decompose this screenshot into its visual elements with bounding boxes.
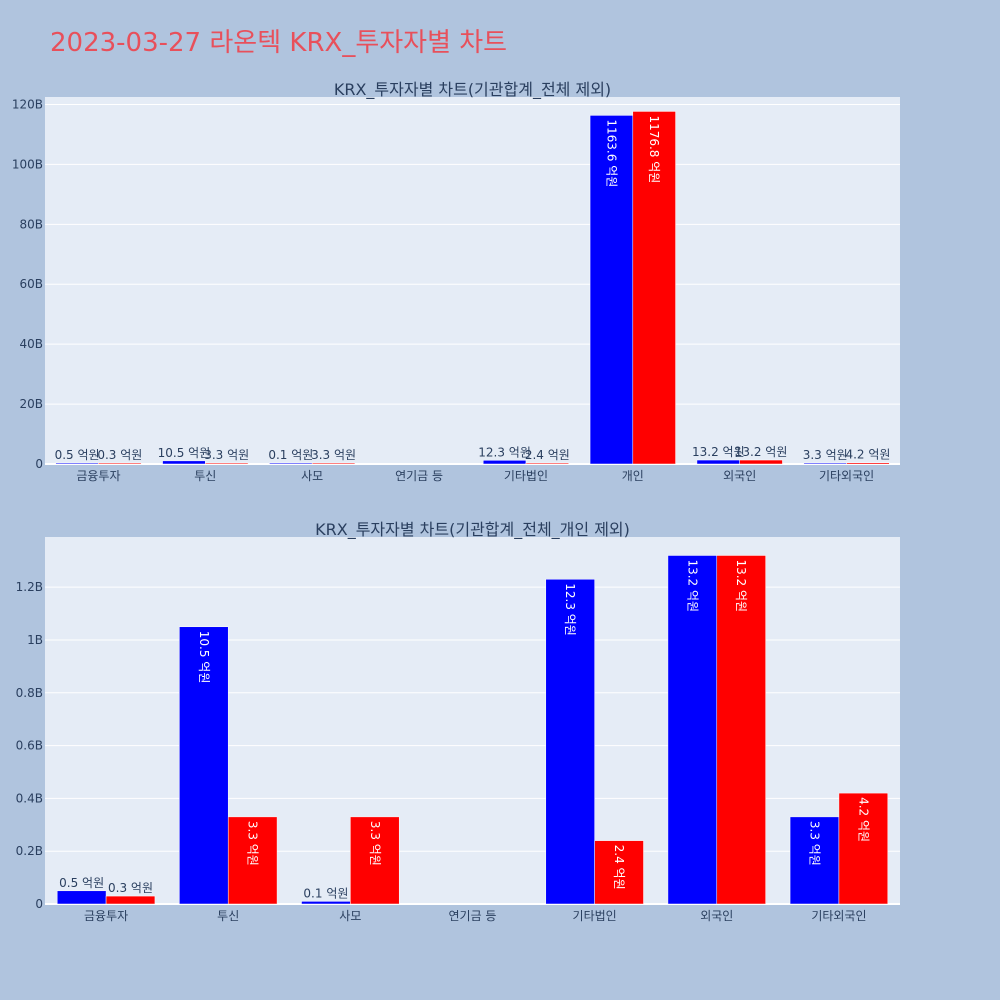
y-tick-label: 120B [12,97,43,111]
bar [105,895,156,905]
bar [482,460,527,465]
data-label: 3.3 억원 [204,448,249,462]
bar [846,462,890,465]
data-label: 3.3 억원 [808,821,822,866]
data-label: 13.2 억원 [735,445,788,459]
bar [545,578,595,905]
page-title: 2023-03-27 라온텍 KRX_투자자별 차트 [50,28,508,58]
data-label: 0.3 억원 [108,881,153,895]
bar [803,462,847,465]
x-tick-label: 기타법인 [504,469,548,483]
bar [696,459,740,465]
y-tick-label: 0.6B [16,739,43,753]
bar [269,462,313,465]
bar [789,816,840,905]
bar [589,115,634,465]
bar [350,816,400,905]
data-label: 3.3 억원 [311,448,356,462]
data-label: 13.2 억원 [692,445,745,459]
plot-area [45,537,900,904]
y-tick-label: 0.2B [16,844,43,858]
bar [632,111,676,465]
bar [56,890,107,905]
x-tick-label: 연기금 등 [395,469,443,483]
x-tick-label: 금융투자 [84,909,128,923]
y-tick-label: 0 [35,897,43,911]
y-tick-label: 100B [12,157,43,171]
x-tick-label: 사모 [339,909,361,923]
data-label: 1163.6 억원 [604,119,618,187]
data-label: 3.3 억원 [803,448,848,462]
data-label: 1176.8 억원 [647,115,661,183]
x-tick-label: 외국인 [700,909,733,923]
x-tick-label: 금융투자 [76,469,120,483]
chart-top: 0 20B 40B 60B 80B 100B 120B KRX_투자자별 차트(기관합계_전체… [12,80,900,483]
bar [716,555,766,905]
data-label: 10.5 억원 [158,446,211,460]
y-tick-label: 40B [19,337,43,351]
bar [667,555,718,905]
y-tick-label: 0 [35,457,43,471]
data-label: 3.3 억원 [368,821,382,866]
x-tick-label: 기타외국인 [819,469,874,483]
bar [838,792,889,905]
y-tick-label: 1B [27,633,43,647]
data-label: 4.2 억원 [856,797,870,842]
y-tick-label: 80B [19,217,43,231]
data-label: 12.3 억원 [563,583,577,636]
y-tick-label: 0.8B [16,686,43,700]
x-tick-label: 투신 [217,909,239,923]
data-label: 13.2 억원 [685,559,699,612]
data-label: 3.3 억원 [246,821,260,866]
bar [311,462,356,465]
data-label: 2.4 억원 [525,448,570,462]
data-label: 0.1 억원 [303,886,348,900]
chart-title: KRX_투자자별 차트(기관합계_전체_개인 제외) [315,520,630,540]
x-tick-label: 연기금 등 [449,909,497,923]
y-tick-label: 1.2B [16,580,43,594]
y-tick-label: 0.4B [16,791,43,805]
bar [179,626,229,905]
data-label: 4.2 억원 [845,448,890,462]
data-label: 0.5 억원 [59,876,104,890]
x-tick-label: 기타외국인 [811,909,866,923]
y-tick-label: 60B [19,277,43,291]
data-label: 0.5 억원 [55,448,100,462]
x-tick-label: 투신 [194,469,216,483]
bar [205,462,249,465]
data-label: 12.3 억원 [478,445,531,459]
x-tick-label: 사모 [301,469,323,483]
chart-bottom: 0 0.2B 0.4B 0.6B 0.8B 1B 1.2B KRX_투자자별 차트(기관합계_… [16,520,900,923]
x-tick-label: 개인 [622,469,644,483]
bar [227,816,278,905]
chart-title: KRX_투자자별 차트(기관합계_전체 제외) [334,80,611,100]
bar [525,462,569,465]
data-label: 0.3 억원 [97,448,142,462]
bar [98,462,142,465]
data-label: 13.2 억원 [734,559,748,612]
plot-area [45,97,900,464]
x-tick-label: 외국인 [723,469,756,483]
bar [594,840,644,905]
bar [162,460,206,465]
bar [739,459,783,465]
data-label: 0.1 억원 [268,448,313,462]
bar [301,901,351,905]
data-label: 2.4 억원 [612,845,626,890]
data-label: 10.5 억원 [197,631,211,684]
x-tick-label: 기타법인 [573,909,617,923]
y-tick-label: 20B [19,397,43,411]
bar [55,462,99,465]
